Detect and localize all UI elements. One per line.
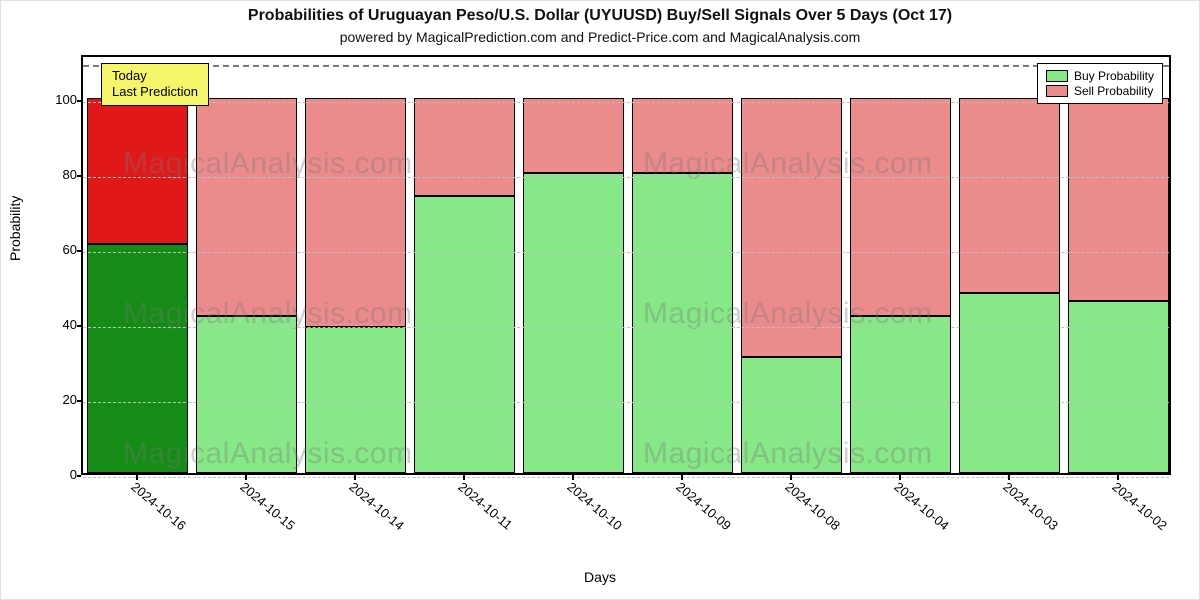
- x-tick-label: 2024-10-10: [564, 479, 625, 533]
- y-tick-mark: [77, 325, 81, 327]
- bar-group: [959, 98, 1059, 473]
- watermark-text: MagicalAnalysis.com: [643, 297, 933, 331]
- x-tick-label: 2024-10-04: [891, 479, 952, 533]
- bar-sell: [850, 98, 950, 316]
- legend-swatch: [1046, 70, 1068, 82]
- grid-line: [83, 177, 1169, 178]
- bar-sell: [196, 98, 296, 316]
- legend-label: Sell Probability: [1074, 84, 1153, 98]
- plot-area: MagicalAnalysis.com MagicalAnalysis.com Ma…: [81, 55, 1171, 475]
- bar-sell: [305, 98, 405, 327]
- bar-group: [523, 98, 623, 473]
- bar-group: [414, 98, 514, 473]
- x-tick-label: 2024-10-11: [455, 479, 515, 533]
- x-axis-label: Days: [1, 569, 1199, 585]
- y-tick-mark: [77, 175, 81, 177]
- legend-item: Buy Probability: [1046, 69, 1154, 83]
- grid-line: [83, 252, 1169, 253]
- today-annotation: TodayLast Prediction: [101, 63, 209, 106]
- bar-sell: [959, 98, 1059, 293]
- x-tick-label: 2024-10-15: [237, 479, 298, 533]
- chart-container: Probabilities of Uruguayan Peso/U.S. Dol…: [0, 0, 1200, 600]
- watermark-text: MagicalAnalysis.com: [643, 147, 933, 181]
- watermark-text: MagicalAnalysis.com: [643, 437, 933, 471]
- bar-sell: [414, 98, 514, 196]
- y-tick-label: 0: [51, 467, 77, 482]
- watermark-text: MagicalAnalysis.com: [123, 147, 413, 181]
- bar-buy: [959, 293, 1059, 473]
- x-tick-label: 2024-10-03: [1000, 479, 1061, 533]
- bar-buy: [523, 173, 623, 473]
- y-tick-label: 80: [51, 167, 77, 182]
- y-tick-label: 20: [51, 392, 77, 407]
- x-tick-label: 2024-10-14: [346, 479, 407, 533]
- legend: Buy ProbabilitySell Probability: [1037, 63, 1163, 104]
- guide-line: [83, 65, 1169, 67]
- grid-line: [83, 102, 1169, 103]
- legend-swatch: [1046, 85, 1068, 97]
- x-tick-label: 2024-10-02: [1109, 479, 1170, 533]
- y-tick-label: 100: [51, 92, 77, 107]
- grid-line: [83, 402, 1169, 403]
- bar-group: [1068, 98, 1168, 473]
- y-axis-label: Probability: [7, 196, 23, 261]
- y-tick-mark: [77, 400, 81, 402]
- bar-sell: [1068, 98, 1168, 301]
- y-tick-mark: [77, 250, 81, 252]
- bar-buy: [414, 196, 514, 474]
- grid-line: [83, 327, 1169, 328]
- y-tick-label: 60: [51, 242, 77, 257]
- legend-item: Sell Probability: [1046, 84, 1154, 98]
- x-tick-label: 2024-10-08: [782, 479, 843, 533]
- y-tick-label: 40: [51, 317, 77, 332]
- bar-sell: [523, 98, 623, 173]
- x-tick-label: 2024-10-16: [128, 479, 189, 533]
- legend-label: Buy Probability: [1074, 69, 1154, 83]
- x-tick-label: 2024-10-09: [673, 479, 734, 533]
- y-tick-mark: [77, 475, 81, 477]
- chart-subtitle: powered by MagicalPrediction.com and Pre…: [1, 29, 1199, 45]
- chart-title: Probabilities of Uruguayan Peso/U.S. Dol…: [1, 7, 1199, 25]
- watermark-text: MagicalAnalysis.com: [123, 437, 413, 471]
- bars-layer: [83, 57, 1169, 473]
- watermark-text: MagicalAnalysis.com: [123, 297, 413, 331]
- y-tick-mark: [77, 100, 81, 102]
